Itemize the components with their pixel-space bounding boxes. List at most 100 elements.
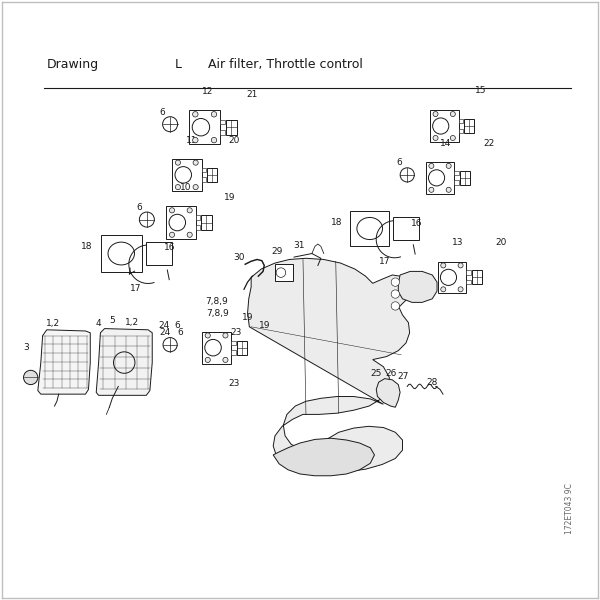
Circle shape [223, 358, 228, 362]
Text: 10: 10 [180, 184, 191, 193]
Circle shape [451, 112, 455, 116]
Text: 19: 19 [259, 320, 270, 329]
Circle shape [205, 340, 221, 356]
Bar [393, 217, 419, 241]
Text: 6: 6 [159, 108, 164, 117]
Text: 23: 23 [229, 379, 240, 388]
Polygon shape [273, 438, 374, 476]
Circle shape [139, 212, 154, 227]
Circle shape [451, 136, 455, 140]
Text: 6: 6 [136, 203, 142, 212]
Text: 172ET043 9C: 172ET043 9C [565, 483, 574, 534]
Bar [146, 242, 172, 265]
Text: 1,2: 1,2 [46, 319, 60, 328]
Circle shape [169, 208, 175, 213]
Bar [454, 181, 459, 185]
Text: 17: 17 [130, 284, 142, 293]
Circle shape [187, 232, 192, 238]
Circle shape [193, 112, 198, 117]
Text: 24: 24 [158, 320, 169, 329]
Text: Air filter, Throttle control: Air filter, Throttle control [208, 58, 362, 71]
Polygon shape [96, 329, 152, 395]
Text: 11: 11 [186, 136, 197, 145]
Bar [466, 280, 470, 284]
Bar [437, 262, 466, 293]
Circle shape [175, 167, 191, 183]
Circle shape [400, 168, 415, 182]
Bar [466, 271, 470, 275]
Text: 13: 13 [452, 238, 464, 247]
Text: 18: 18 [81, 242, 92, 251]
Text: 15: 15 [475, 86, 487, 95]
Circle shape [428, 170, 445, 186]
Text: 12: 12 [202, 87, 214, 96]
Text: 17: 17 [379, 257, 391, 266]
Circle shape [391, 278, 400, 286]
Circle shape [433, 112, 438, 116]
Text: 20: 20 [495, 238, 506, 247]
Circle shape [169, 214, 185, 231]
Bar [425, 162, 454, 194]
Text: 23: 23 [230, 328, 241, 337]
Text: 27: 27 [397, 372, 409, 381]
Text: 25: 25 [371, 370, 382, 379]
Circle shape [433, 118, 449, 134]
Circle shape [193, 137, 198, 143]
Bar [454, 171, 459, 175]
Polygon shape [38, 330, 90, 394]
Circle shape [193, 185, 198, 190]
Circle shape [433, 136, 438, 140]
Circle shape [192, 118, 209, 136]
Text: 21: 21 [247, 90, 258, 99]
Polygon shape [248, 258, 410, 472]
Circle shape [223, 333, 228, 338]
Bar [236, 341, 247, 355]
Circle shape [175, 160, 181, 165]
Bar [220, 130, 225, 134]
Text: 18: 18 [331, 218, 343, 227]
Bar [196, 215, 200, 220]
Text: 22: 22 [483, 139, 494, 148]
Circle shape [446, 163, 451, 169]
Circle shape [391, 290, 400, 298]
Circle shape [193, 160, 198, 165]
Bar [207, 168, 217, 182]
Text: 19: 19 [242, 313, 253, 322]
Text: 29: 29 [272, 247, 283, 256]
Text: 28: 28 [427, 378, 438, 387]
Text: 6: 6 [397, 158, 403, 167]
Text: 16: 16 [164, 243, 175, 252]
Polygon shape [398, 271, 437, 302]
Bar [458, 128, 463, 133]
Circle shape [187, 208, 192, 213]
Circle shape [211, 137, 217, 143]
Text: 7,8,9: 7,8,9 [205, 296, 228, 305]
Text: 19: 19 [224, 193, 235, 202]
Text: 24: 24 [159, 328, 170, 337]
Bar [201, 215, 212, 230]
Text: 6: 6 [178, 328, 183, 337]
Circle shape [440, 269, 457, 286]
Text: 26: 26 [385, 370, 396, 379]
Text: 14: 14 [440, 139, 452, 148]
Circle shape [446, 187, 451, 193]
Text: 16: 16 [411, 219, 422, 228]
Circle shape [211, 112, 217, 117]
Bar [472, 271, 482, 284]
Bar [464, 119, 474, 133]
Text: 4: 4 [96, 319, 101, 328]
Bar [430, 110, 458, 142]
Text: 3: 3 [23, 343, 29, 352]
Bar [101, 235, 142, 272]
Circle shape [458, 263, 463, 268]
Circle shape [429, 187, 434, 193]
Bar [202, 178, 206, 182]
Bar [166, 206, 196, 239]
Bar [202, 332, 232, 364]
Bar [458, 119, 463, 124]
Bar [189, 110, 220, 144]
Circle shape [391, 302, 400, 310]
Circle shape [441, 287, 446, 292]
Circle shape [169, 232, 175, 238]
Bar [220, 120, 225, 124]
